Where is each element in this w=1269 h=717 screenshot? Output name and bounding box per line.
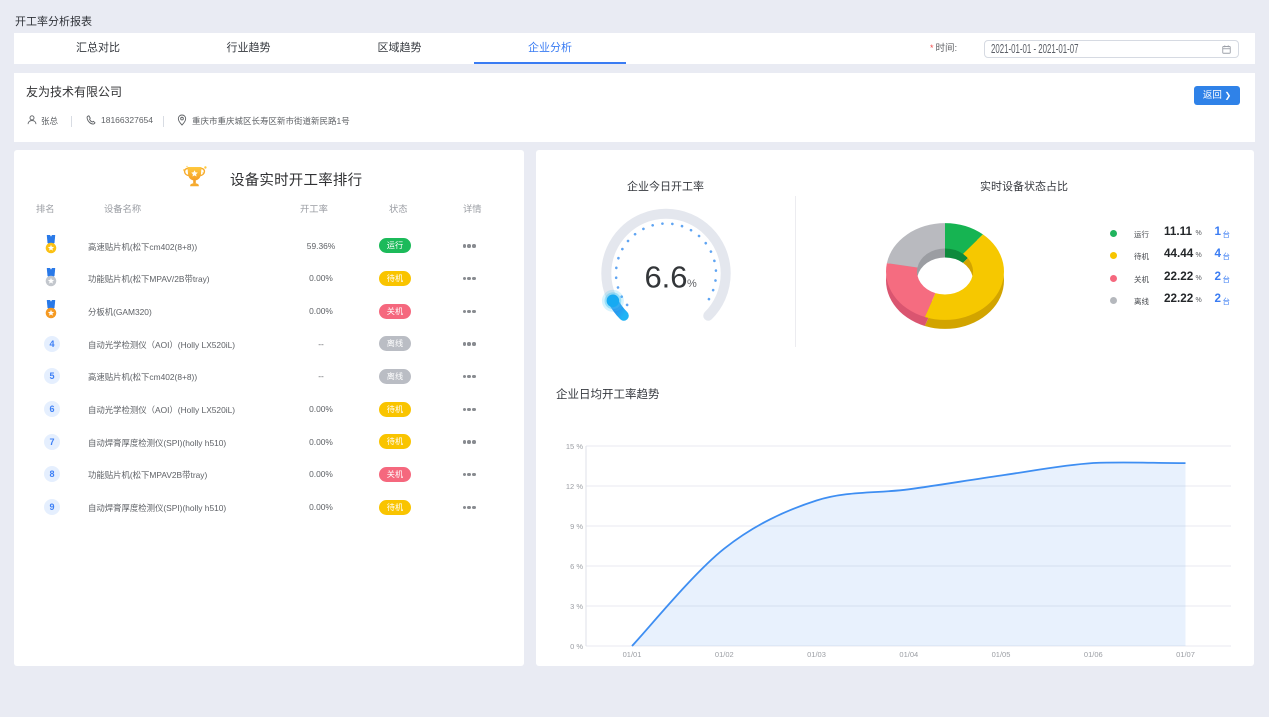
svg-text:6.6: 6.6 [644,260,687,295]
svg-text:6 %: 6 % [570,562,583,571]
svg-text:15 %: 15 % [566,442,583,451]
svg-text:01/06: 01/06 [1084,650,1103,659]
svg-text:01/01: 01/01 [623,650,642,659]
svg-text:3 %: 3 % [570,602,583,611]
svg-text:12 %: 12 % [566,482,583,491]
svg-text:01/05: 01/05 [992,650,1011,659]
svg-text:01/04: 01/04 [899,650,918,659]
svg-text:01/02: 01/02 [715,650,734,659]
svg-text:0 %: 0 % [570,642,583,651]
svg-text:9 %: 9 % [570,522,583,531]
svg-text:01/03: 01/03 [807,650,826,659]
svg-text:%: % [687,278,697,290]
svg-text:01/07: 01/07 [1176,650,1195,659]
